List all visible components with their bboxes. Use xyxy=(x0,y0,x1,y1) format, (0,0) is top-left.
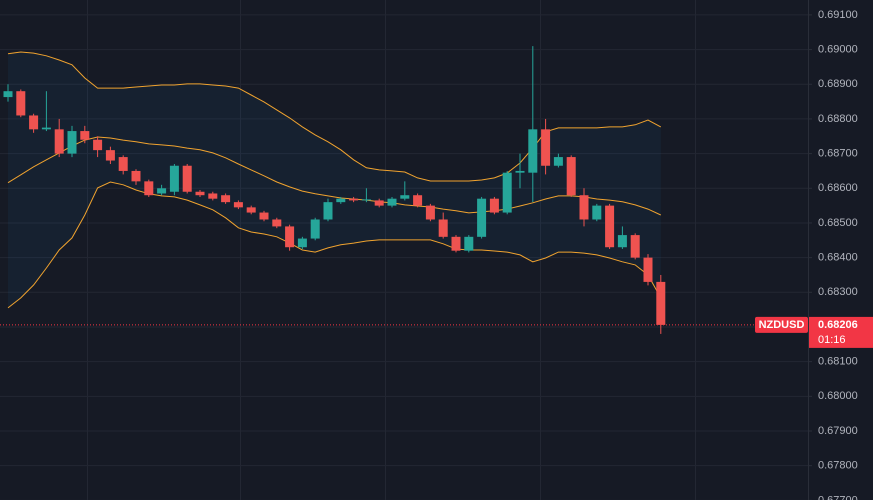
candle-body xyxy=(361,199,371,201)
candle-body xyxy=(541,129,551,166)
candle-body xyxy=(221,195,231,203)
candle-body xyxy=(157,188,167,194)
candle-body xyxy=(118,157,128,171)
y-tick-label: 0.68500 xyxy=(818,217,858,229)
candle-body xyxy=(630,235,640,258)
candle-body xyxy=(553,157,563,166)
candle-body xyxy=(579,195,589,220)
candle-body xyxy=(489,198,499,213)
candle-body xyxy=(169,165,179,192)
candle-body xyxy=(438,219,448,237)
candle-body xyxy=(617,235,627,248)
candle-body xyxy=(259,212,269,220)
band-lower xyxy=(7,181,662,309)
band-upper xyxy=(7,51,662,182)
candle-body xyxy=(144,181,154,196)
y-tick-label: 0.67700 xyxy=(818,494,858,500)
y-tick-label: 0.67900 xyxy=(818,425,858,437)
candle-body xyxy=(233,202,243,208)
y-tick-label: 0.68100 xyxy=(818,356,858,368)
candle-body xyxy=(374,200,384,206)
y-tick-label: 0.69000 xyxy=(818,43,858,55)
y-tick-label: 0.68300 xyxy=(818,286,858,298)
candle-body xyxy=(41,127,51,130)
price-label-bg xyxy=(809,316,873,348)
candle-body xyxy=(464,236,474,251)
candle-body xyxy=(502,172,512,213)
candle-body xyxy=(182,165,192,192)
candle-body xyxy=(29,115,39,130)
y-tick-label: 0.68900 xyxy=(818,78,858,90)
y-tick-label: 0.69100 xyxy=(818,9,858,21)
time-grid xyxy=(87,0,696,500)
candle-body xyxy=(400,195,410,199)
price-label: 0.68206 xyxy=(818,319,858,331)
candle-body xyxy=(272,219,282,227)
y-tick-label: 0.68400 xyxy=(818,252,858,264)
candle-body xyxy=(528,129,538,173)
y-tick-label: 0.68600 xyxy=(818,182,858,194)
candle-body xyxy=(67,131,77,154)
candle-body xyxy=(477,198,487,237)
candle-body xyxy=(605,205,615,248)
y-tick-label: 0.67800 xyxy=(818,460,858,472)
band-fill xyxy=(8,52,661,308)
countdown-label: 01:16 xyxy=(818,334,846,346)
candle-body xyxy=(387,198,397,206)
candle-body xyxy=(349,198,359,201)
candle-body xyxy=(297,238,307,248)
y-tick-label: 0.68700 xyxy=(818,148,858,160)
y-tick-label: 0.68000 xyxy=(818,390,858,402)
y-tick-label: 0.68800 xyxy=(818,113,858,125)
candle-body xyxy=(105,150,115,161)
band-middle xyxy=(7,136,662,216)
candle-body xyxy=(515,170,525,173)
candle-body xyxy=(656,281,666,325)
candle-body xyxy=(285,226,295,248)
candle-body xyxy=(195,191,205,196)
candle-body xyxy=(16,91,26,116)
candle-body xyxy=(643,257,653,282)
symbol-label: NZDUSD xyxy=(759,319,805,331)
symbol-label-bg xyxy=(755,316,808,333)
candle-body xyxy=(131,170,141,182)
candle-body xyxy=(566,157,576,196)
candle-body xyxy=(310,219,320,239)
candle-body xyxy=(93,139,103,151)
candle-body xyxy=(54,129,64,154)
candle-body xyxy=(425,205,435,220)
candle-body xyxy=(208,193,218,199)
candle-body xyxy=(80,131,90,140)
candle-body xyxy=(3,91,13,98)
candle-body xyxy=(323,202,333,220)
candle-body xyxy=(246,207,256,213)
candle-body xyxy=(592,205,602,220)
candle-body xyxy=(413,195,423,206)
candle-body xyxy=(451,236,461,251)
candle-body xyxy=(336,198,346,203)
